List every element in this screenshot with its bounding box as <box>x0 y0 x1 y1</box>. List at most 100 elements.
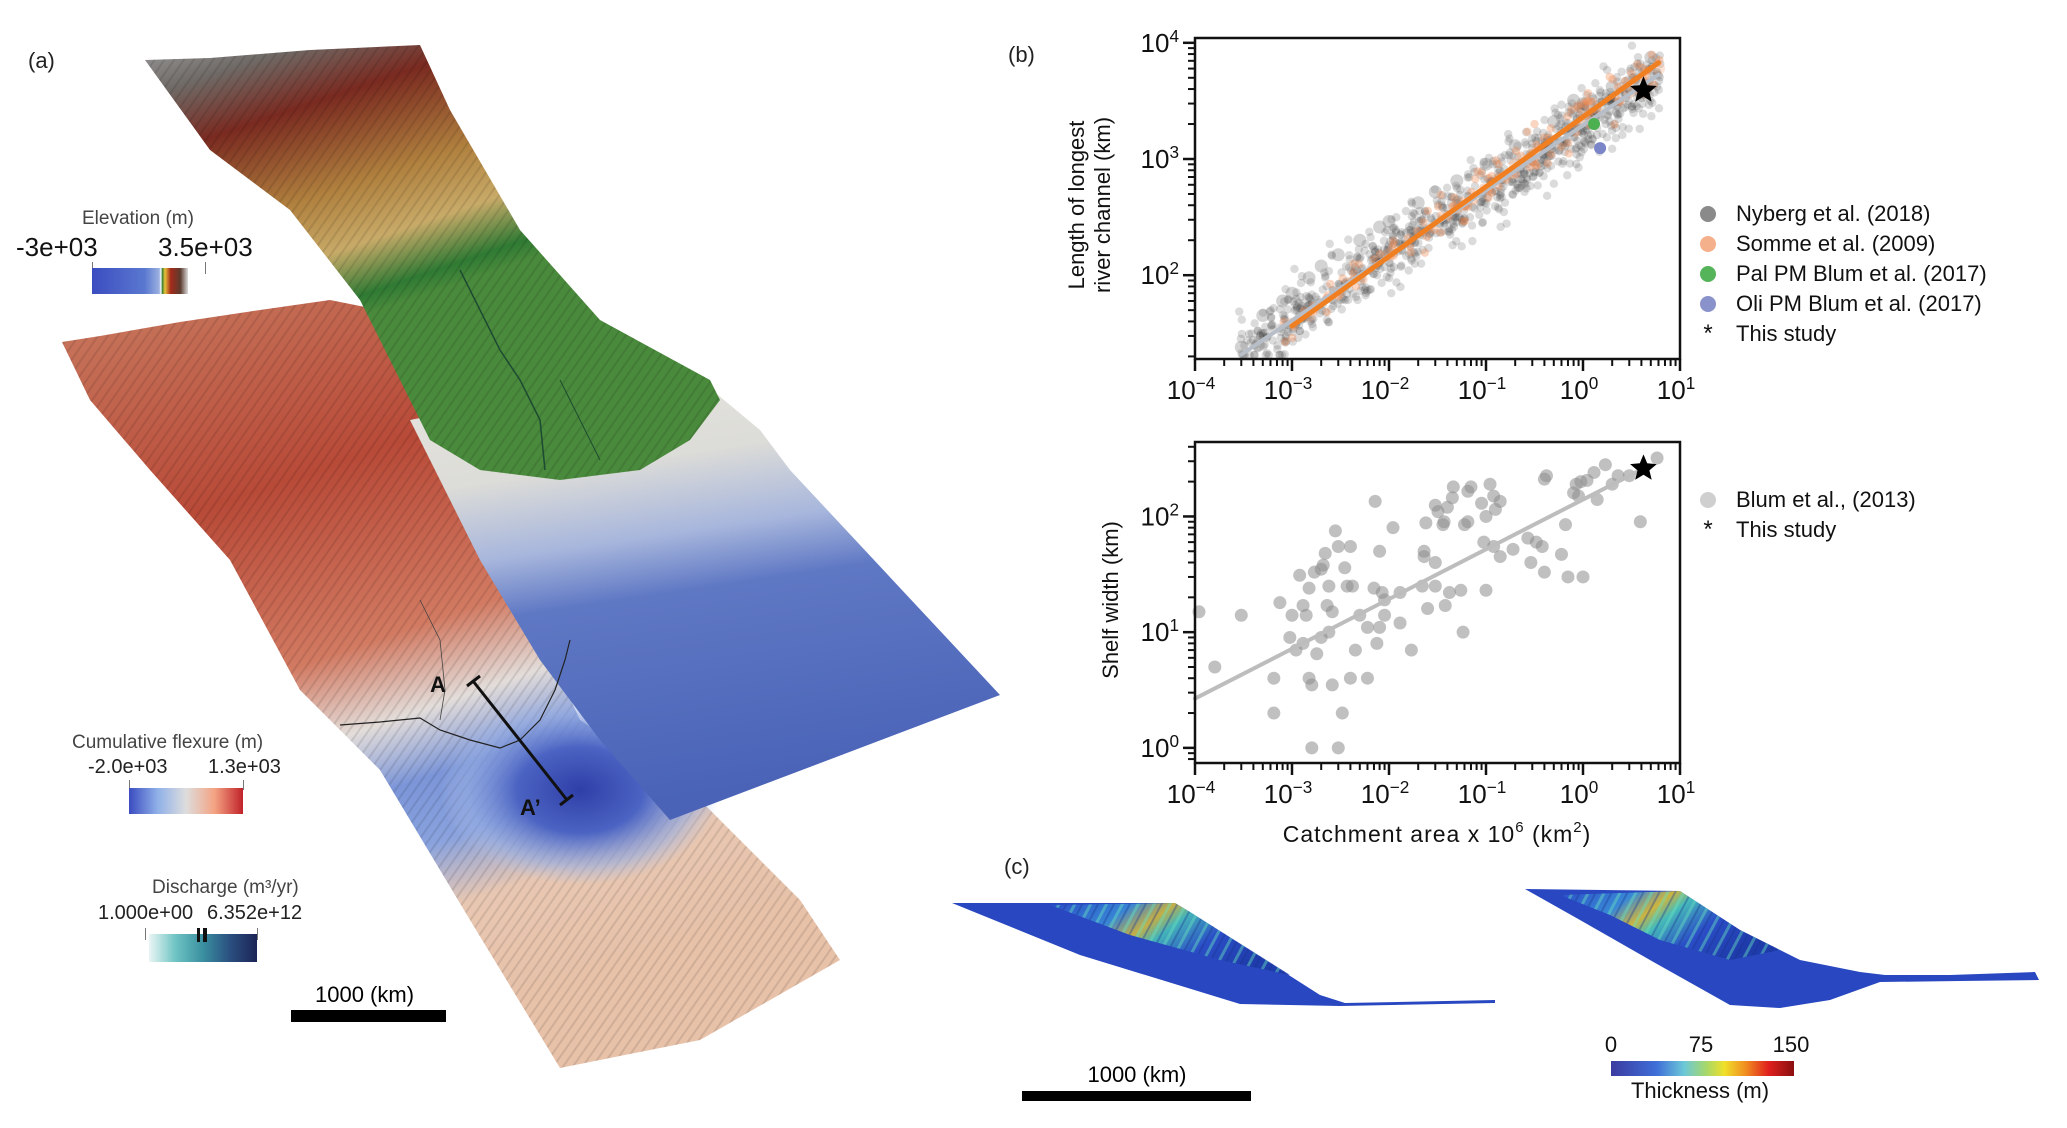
scatter-point <box>1349 268 1358 277</box>
scatter-point <box>1321 271 1330 281</box>
scatter-point <box>1654 76 1664 86</box>
scatter-point <box>1602 65 1612 75</box>
scatter-point <box>1651 53 1661 63</box>
scatter-point <box>1572 150 1581 159</box>
scatter-point <box>1445 230 1455 239</box>
scatter-point <box>1386 268 1395 277</box>
scatter-point <box>1592 130 1602 140</box>
scatter-point <box>1302 291 1311 301</box>
tick-label: 10−1 <box>1458 777 1506 809</box>
scatter-point <box>1337 268 1346 277</box>
tick-label: 10−3 <box>1264 373 1312 405</box>
scatter-point <box>1578 128 1587 138</box>
scatter-point <box>1280 350 1289 359</box>
scatter-point <box>1539 156 1548 165</box>
scatter-point <box>1365 227 1374 237</box>
scatter-point <box>1494 205 1504 214</box>
scatter-point <box>1470 167 1479 177</box>
scatter-point <box>1514 184 1523 193</box>
scatter-point <box>1368 254 1377 263</box>
scatter-point <box>1337 305 1346 314</box>
scatter-point <box>1527 139 1537 148</box>
scatter-point <box>1566 108 1576 117</box>
scatter-point <box>1535 168 1544 177</box>
scatter-point <box>1505 177 1514 187</box>
scatter-point <box>1558 159 1567 168</box>
scatter-point <box>1324 318 1334 327</box>
scatter-point <box>1373 620 1387 634</box>
scatter-point <box>1275 304 1285 314</box>
discharge-marker <box>197 928 200 942</box>
scatter-point <box>1338 274 1347 283</box>
scatter-point <box>1296 304 1305 313</box>
scatter-point <box>1304 292 1313 302</box>
scatter-point <box>1341 262 1351 271</box>
scatter-point <box>1437 197 1446 206</box>
scatter-point <box>1584 135 1593 144</box>
scatter-point <box>1256 328 1266 338</box>
scatter-point <box>1406 228 1415 238</box>
discharge-colorbar-min: 1.000e+00 <box>98 902 194 924</box>
scatter-point <box>1281 332 1290 342</box>
legend-marker-circle <box>1700 296 1716 312</box>
scatter-point <box>1638 99 1647 109</box>
scatter-point <box>1506 156 1515 165</box>
scatter-point <box>1477 168 1486 178</box>
data-point-pal <box>1588 118 1601 131</box>
fit-line-somme <box>1289 60 1661 329</box>
scatter-point <box>1487 188 1496 197</box>
scatter-point <box>1349 267 1359 276</box>
scatter-point <box>1259 342 1268 351</box>
scatter-point <box>1378 608 1392 622</box>
plot1-x-ticks: 10−4 10−3 10−2 10−1 100 101 <box>1167 359 1695 405</box>
scatter-point <box>1262 348 1272 358</box>
scatter-point <box>1655 51 1664 60</box>
scatter-point <box>1551 108 1560 117</box>
scatter-point <box>1316 558 1330 572</box>
scatter-point <box>1511 186 1520 195</box>
scatter-point <box>1360 285 1369 295</box>
scatter-point <box>1476 197 1486 206</box>
scatter-point <box>1327 250 1336 259</box>
scatter-point <box>1576 142 1586 151</box>
scatter-point <box>1522 175 1532 184</box>
scatter-point <box>1280 336 1289 346</box>
scatter-point <box>1647 112 1656 121</box>
colorbar-tick <box>205 262 206 274</box>
scatter-point <box>1326 279 1335 289</box>
scatter-point <box>1519 169 1528 178</box>
scatter-point <box>1407 254 1416 263</box>
scatter-point <box>1617 67 1626 76</box>
scatter-point <box>1561 570 1575 584</box>
plot2-xlabel: Catchment area x 106 (km2) <box>1283 819 1592 847</box>
scatter-point <box>1505 148 1515 157</box>
scatter-point <box>1292 294 1301 303</box>
scatter-point <box>1587 98 1596 108</box>
scatter-point <box>1554 121 1563 131</box>
legend-label: Somme et al. (2009) <box>1736 231 1936 256</box>
scatter-point <box>1502 219 1511 228</box>
scatter-point <box>1266 306 1275 315</box>
scatter-point <box>1520 169 1529 179</box>
scatter-point <box>1345 255 1355 264</box>
scatter-point <box>1410 259 1419 268</box>
scatter-point <box>1490 186 1500 196</box>
scatter-point <box>1380 228 1390 237</box>
scatter-point <box>1482 199 1491 208</box>
legend-item-this-study: * This study <box>1700 319 1987 349</box>
scatter-point <box>1447 192 1456 201</box>
scatter-point <box>1586 130 1595 139</box>
scatter-point <box>1644 50 1658 64</box>
scatter-point <box>1524 555 1538 569</box>
scatter-point <box>1338 293 1347 302</box>
scatter-point <box>1598 129 1607 139</box>
scatter-point <box>1445 491 1459 505</box>
panel-a-label: (a) <box>28 48 55 73</box>
scatter-point <box>1479 509 1493 523</box>
scatter-point <box>1463 170 1473 179</box>
plot1-ylabel-line1: Length of longest <box>1064 121 1089 290</box>
this-study-star <box>1630 454 1657 480</box>
scatter-point <box>1391 238 1400 247</box>
scatter-point <box>1386 264 1396 273</box>
scatter-point <box>1411 196 1425 210</box>
